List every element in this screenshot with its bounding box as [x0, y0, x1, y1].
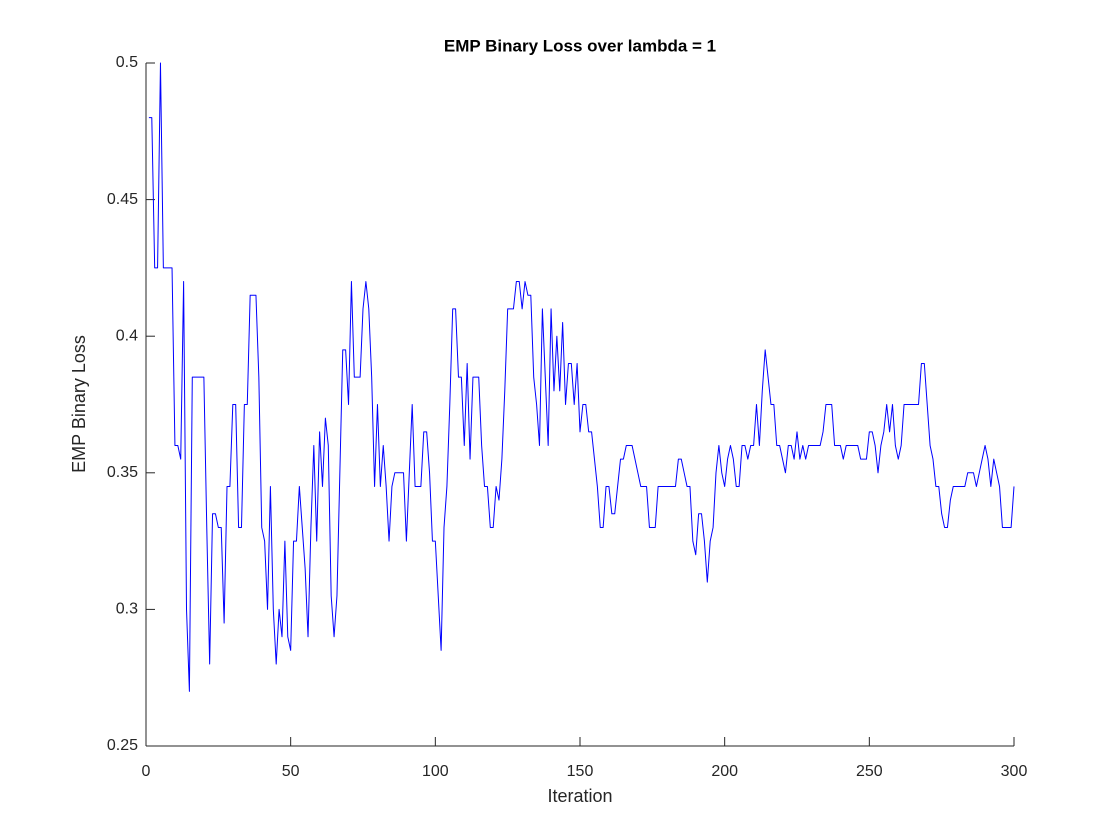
y-tick-label: 0.3 — [116, 601, 138, 618]
x-tick-label: 50 — [282, 763, 300, 780]
y-tick-label: 0.25 — [107, 737, 138, 754]
data-line — [148, 62, 1015, 692]
y-tick-label: 0.35 — [107, 464, 138, 481]
x-tick-label: 150 — [567, 763, 594, 780]
x-tick-label: 200 — [711, 763, 738, 780]
chart-title: EMP Binary Loss over lambda = 1 — [444, 36, 716, 55]
y-tick-label: 0.5 — [116, 54, 138, 71]
x-tick-label: 250 — [856, 763, 883, 780]
x-tick-label: 0 — [142, 763, 151, 780]
y-tick-label: 0.45 — [107, 191, 138, 208]
x-tick-label: 100 — [422, 763, 449, 780]
y-axis-label: EMP Binary Loss — [69, 335, 89, 473]
x-axis-label: Iteration — [547, 786, 612, 806]
x-tick-label: 300 — [1001, 763, 1028, 780]
y-tick-label: 0.4 — [116, 327, 138, 344]
